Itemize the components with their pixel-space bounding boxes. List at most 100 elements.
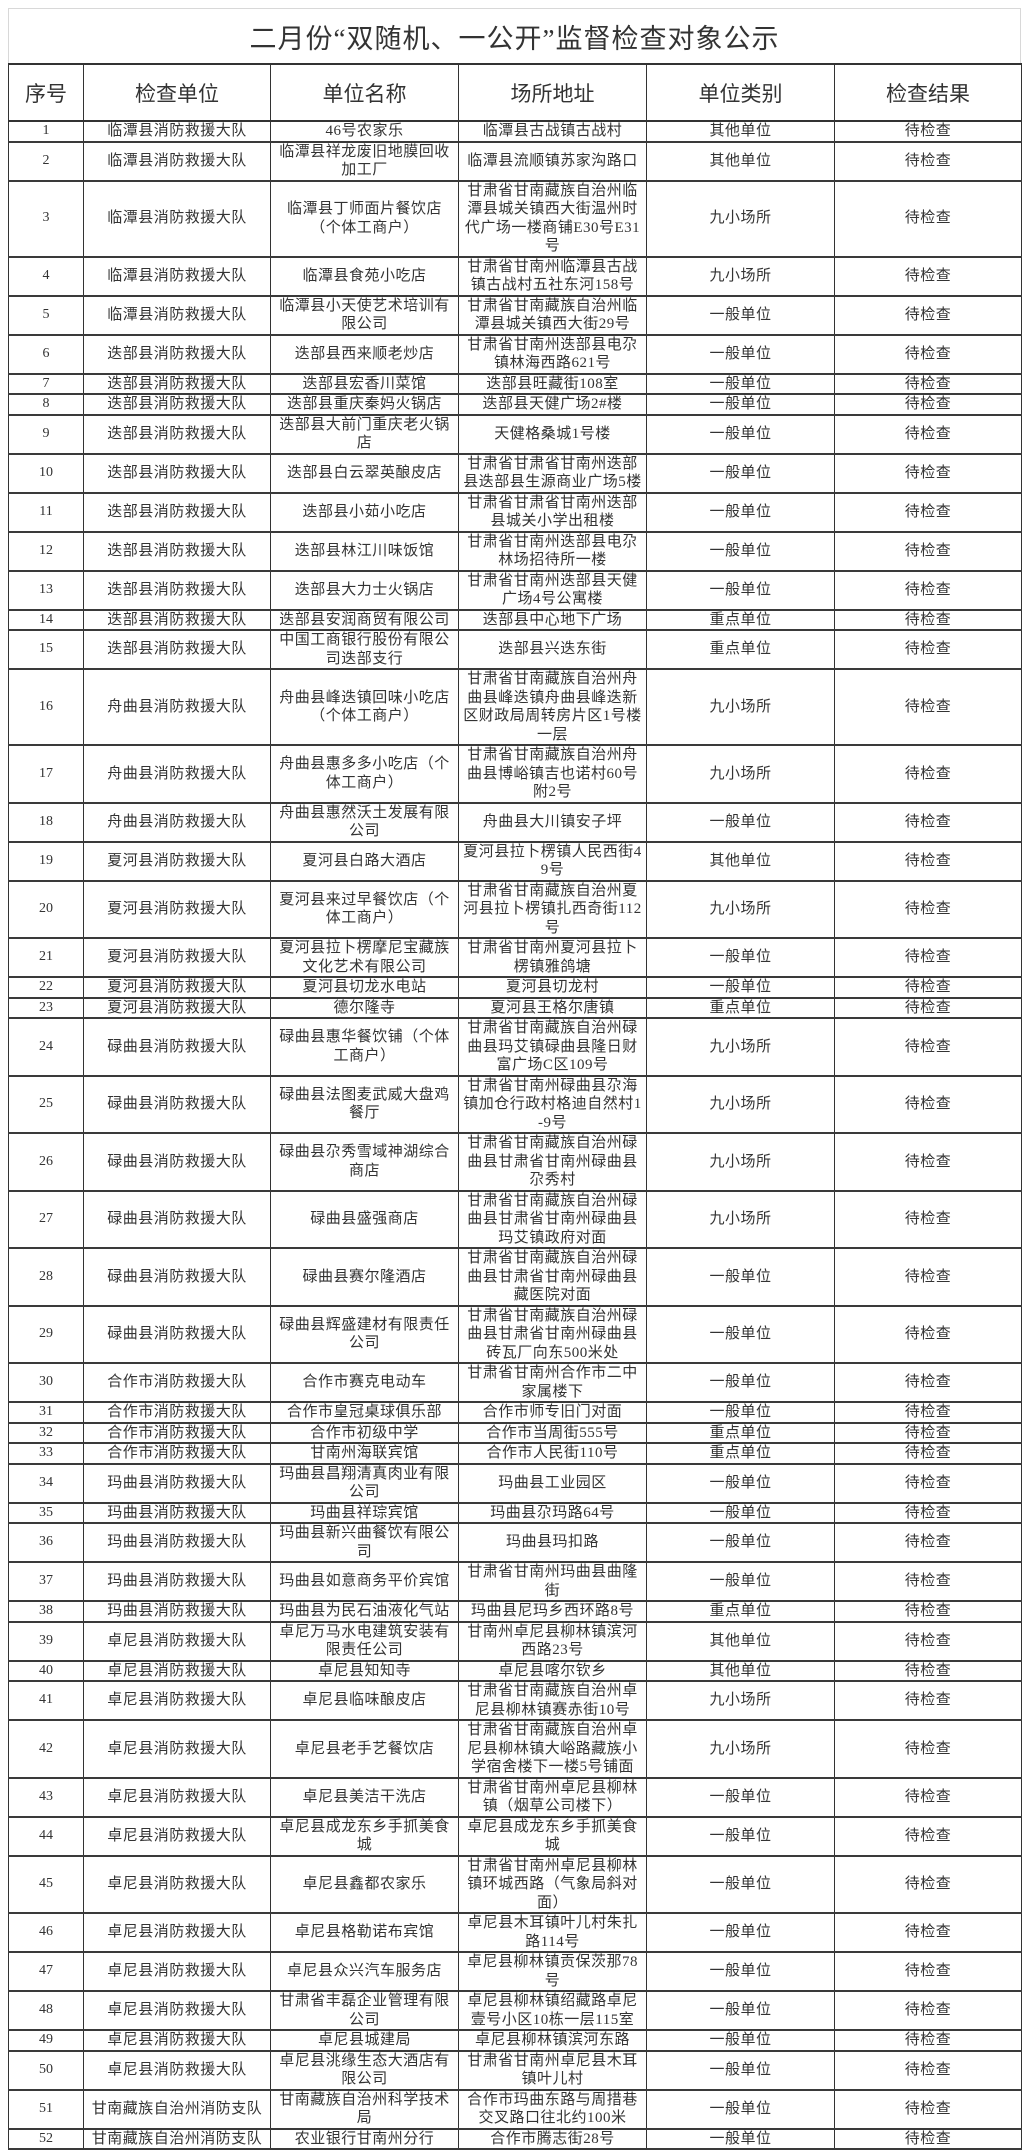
inspecting-unit-cell: 合作市消防救援大队 — [83, 1363, 271, 1403]
table-row: 52 甘南藏族自治州消防支队 农业银行甘南州分行 合作市腾志街28号 一般单位 待检查 — [8, 2128, 1022, 2150]
inspecting-unit-cell: 碌曲县消防救援大队 — [83, 1305, 271, 1364]
inspection-result-cell: 待检查 — [834, 2128, 1022, 2150]
inspection-result-cell: 待检查 — [834, 1523, 1022, 1563]
unit-category-cell: 一般单位 — [646, 1463, 835, 1504]
inspecting-unit-cell: 卓尼县消防救援大队 — [83, 1621, 271, 1662]
address-cell: 卓尼县成龙东乡手抓美食城 — [458, 1816, 647, 1857]
address-cell: 合作市腾志街28号 — [458, 2128, 647, 2150]
page-title: 二月份“双随机、一公开”监督检查对象公示 — [8, 8, 1021, 63]
inspection-result-cell: 待检查 — [834, 1422, 1022, 1444]
serial-no-cell: 28 — [8, 1248, 84, 1307]
address-cell: 合作市当周街555号 — [458, 1422, 647, 1444]
inspecting-unit-cell: 迭部县消防救援大队 — [83, 334, 271, 375]
unit-category-cell: 九小场所 — [646, 180, 835, 258]
address-cell: 甘肃省甘南藏族自治州碌曲县甘肃省甘南州碌曲县藏医院对面 — [458, 1248, 647, 1307]
unit-name-cell: 迭部县小茹小吃店 — [270, 492, 459, 533]
serial-no-cell: 21 — [8, 938, 84, 978]
address-cell: 夏河县切龙村 — [458, 977, 647, 999]
unit-name-cell: 碌曲县盛强商店 — [270, 1190, 459, 1249]
table-row: 28 碌曲县消防救援大队 碌曲县赛尔隆酒店 甘肃省甘南藏族自治州碌曲县甘肃省甘南州碌曲… — [8, 1248, 1022, 1307]
serial-no-cell: 49 — [8, 2030, 84, 2052]
inspection-result-cell: 待检查 — [834, 453, 1022, 494]
serial-no-cell: 52 — [8, 2128, 84, 2150]
unit-category-cell: 一般单位 — [646, 1913, 835, 1953]
address-cell: 玛曲县尕玛路64号 — [458, 1502, 647, 1524]
unit-name-cell: 碌曲县尕秀雪域神湖综合商店 — [270, 1133, 459, 1192]
table-row: 17 舟曲县消防救援大队 舟曲县惠多多小吃店（个体工商户） 甘肃省甘南藏族自治州舟曲县… — [8, 745, 1022, 804]
unit-category-cell: 一般单位 — [646, 1363, 835, 1403]
address-cell: 甘肃省甘肃省甘南州迭部县城关小学出租楼 — [458, 492, 647, 533]
inspection-result-cell: 待检查 — [834, 531, 1022, 572]
unit-name-cell: 碌曲县惠华餐饮铺（个体工商户） — [270, 1018, 459, 1077]
inspecting-unit-cell: 玛曲县消防救援大队 — [83, 1463, 271, 1504]
unit-name-cell: 迭部县大前门重庆老火锅店 — [270, 414, 459, 455]
table-row: 9 迭部县消防救援大队 迭部县大前门重庆老火锅店 天健格桑城1号楼 一般单位 待检查 — [8, 414, 1022, 455]
unit-category-cell: 九小场所 — [646, 1681, 835, 1721]
inspecting-unit-cell: 迭部县消防救援大队 — [83, 630, 271, 670]
address-cell: 卓尼县喀尔钦乡 — [458, 1660, 647, 1682]
inspection-result-cell: 待检查 — [834, 1601, 1022, 1623]
serial-no-cell: 40 — [8, 1660, 84, 1682]
inspection-result-cell: 待检查 — [834, 1402, 1022, 1424]
unit-name-cell: 中国工商银行股份有限公司迭部支行 — [270, 630, 459, 670]
unit-name-cell: 玛曲县昌翔清真肉业有限公司 — [270, 1463, 459, 1504]
address-cell: 甘肃省甘南州迭部县电尕林场招待所一楼 — [458, 531, 647, 572]
inspecting-unit-cell: 卓尼县消防救援大队 — [83, 1816, 271, 1857]
table-row: 27 碌曲县消防救援大队 碌曲县盛强商店 甘肃省甘南藏族自治州碌曲县甘肃省甘南州碌曲县… — [8, 1190, 1022, 1249]
inspecting-unit-cell: 夏河县消防救援大队 — [83, 841, 271, 882]
inspection-result-cell: 待检查 — [834, 570, 1022, 611]
inspecting-unit-cell: 舟曲县消防救援大队 — [83, 802, 271, 843]
serial-no-cell: 3 — [8, 180, 84, 258]
inspection-result-cell: 待检查 — [834, 1562, 1022, 1602]
inspecting-unit-cell: 卓尼县消防救援大队 — [83, 1952, 271, 1992]
inspection-result-cell: 待检查 — [834, 1952, 1022, 1992]
unit-name-cell: 临潭县祥龙废旧地膜回收加工厂 — [270, 141, 459, 182]
inspection-result-cell: 待检查 — [834, 1248, 1022, 1307]
serial-no-cell: 6 — [8, 334, 84, 375]
serial-no-cell: 48 — [8, 1991, 84, 2031]
inspection-result-cell: 待检查 — [834, 1463, 1022, 1504]
address-cell: 迭部县兴迭东街 — [458, 630, 647, 670]
address-cell: 甘肃省甘南藏族自治州碌曲县甘肃省甘南州碌曲县尕秀村 — [458, 1133, 647, 1192]
inspecting-unit-cell: 迭部县消防救援大队 — [83, 531, 271, 572]
address-cell: 甘肃省甘南州临潭县古战镇古战村五社东河158号 — [458, 256, 647, 297]
unit-category-cell: 重点单位 — [646, 1422, 835, 1444]
unit-name-cell: 碌曲县法图麦武威大盘鸡餐厅 — [270, 1075, 459, 1134]
inspecting-unit-cell: 卓尼县消防救援大队 — [83, 1660, 271, 1682]
table-row: 3 临潭县消防救援大队 临潭县丁师面片餐饮店（个体工商户） 甘肃省甘南藏族自治州临潭县… — [8, 180, 1022, 258]
unit-name-cell: 卓尼县众兴汽车服务店 — [270, 1952, 459, 1992]
inspecting-unit-cell: 迭部县消防救援大队 — [83, 609, 271, 631]
serial-no-cell: 50 — [8, 2050, 84, 2091]
serial-no-cell: 19 — [8, 841, 84, 882]
inspecting-unit-cell: 碌曲县消防救援大队 — [83, 1248, 271, 1307]
serial-no-cell: 8 — [8, 394, 84, 416]
inspecting-unit-cell: 玛曲县消防救援大队 — [83, 1523, 271, 1563]
inspecting-unit-cell: 临潭县消防救援大队 — [83, 295, 271, 336]
address-cell: 迭部县天健广场2#楼 — [458, 394, 647, 416]
table-row: 25 碌曲县消防救援大队 碌曲县法图麦武威大盘鸡餐厅 甘肃省甘南州碌曲县尕海镇加仓行政… — [8, 1075, 1022, 1134]
table-body: 1 临潭县消防救援大队 46号农家乐 临潭县古战镇古战村 其他单位 待检查 2 临潭县消防救援… — [8, 121, 1022, 2150]
address-cell: 合作市玛曲东路与周措巷交叉路口往北约100米 — [458, 2089, 647, 2130]
address-cell: 舟曲县大川镇安子坪 — [458, 802, 647, 843]
unit-name-cell: 甘南州海联宾馆 — [270, 1443, 459, 1465]
unit-category-cell: 重点单位 — [646, 609, 835, 631]
address-cell: 夏河县王格尔唐镇 — [458, 997, 647, 1019]
serial-no-cell: 18 — [8, 802, 84, 843]
unit-name-cell: 卓尼县格勒诺布宾馆 — [270, 1913, 459, 1953]
serial-no-cell: 30 — [8, 1363, 84, 1403]
unit-name-cell: 德尔隆寺 — [270, 997, 459, 1019]
address-cell: 迭部县中心地下广场 — [458, 609, 647, 631]
inspecting-unit-cell: 卓尼县消防救援大队 — [83, 1720, 271, 1779]
table-row: 42 卓尼县消防救援大队 卓尼县老手艺餐饮店 甘肃省甘南藏族自治州卓尼县柳林镇大峪路藏… — [8, 1720, 1022, 1779]
address-cell: 甘肃省甘南藏族自治州临潭县城关镇西大街29号 — [458, 295, 647, 336]
unit-name-cell: 临潭县小天使艺术培训有限公司 — [270, 295, 459, 336]
serial-no-cell: 45 — [8, 1855, 84, 1914]
unit-category-cell: 一般单位 — [646, 1991, 835, 2031]
unit-name-cell: 合作市赛克电动车 — [270, 1363, 459, 1403]
serial-no-cell: 9 — [8, 414, 84, 455]
serial-no-cell: 29 — [8, 1305, 84, 1364]
address-cell: 卓尼县木耳镇叶儿村朱扎路114号 — [458, 1913, 647, 1953]
unit-category-cell: 九小场所 — [646, 745, 835, 804]
table-row: 11 迭部县消防救援大队 迭部县小茹小吃店 甘肃省甘肃省甘南州迭部县城关小学出租楼 一般… — [8, 492, 1022, 533]
inspecting-unit-cell: 卓尼县消防救援大队 — [83, 1681, 271, 1721]
